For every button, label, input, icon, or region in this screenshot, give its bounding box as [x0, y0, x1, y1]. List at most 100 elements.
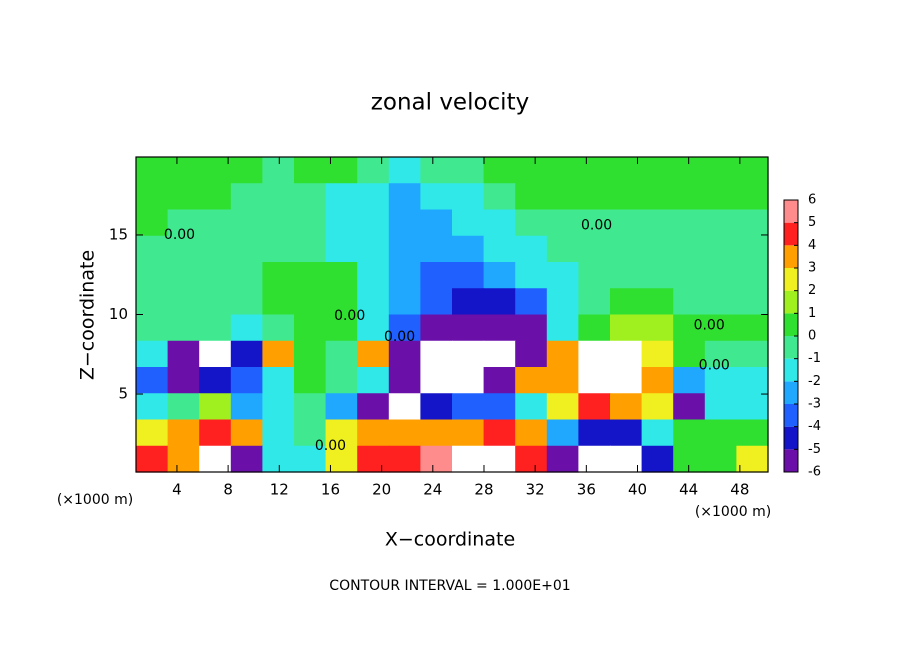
heat-cell: [262, 367, 295, 394]
heat-cell: [325, 235, 358, 263]
heat-cell: [262, 340, 295, 368]
heat-cell: [673, 393, 706, 421]
heat-cell: [673, 209, 706, 237]
y-tick-label: 5: [118, 385, 128, 403]
heat-cell: [167, 419, 200, 447]
heat-cell: [136, 393, 169, 421]
heat-cell: [452, 209, 485, 237]
colorbar-band: [784, 200, 798, 223]
heat-cell: [262, 183, 295, 211]
colorbar-label: 0: [808, 329, 816, 344]
heat-cell: [294, 340, 327, 368]
heat-cell: [388, 262, 421, 289]
heat-cell: [136, 157, 169, 184]
colorbar-band: [784, 426, 798, 450]
heat-cell: [136, 445, 169, 473]
colorbar-band: [784, 358, 798, 382]
heat-cell: [167, 314, 200, 342]
heat-cell: [325, 157, 358, 184]
heat-cell: [546, 314, 579, 342]
heat-cell: [483, 445, 516, 473]
heat-cell: [546, 340, 579, 368]
heat-cell: [167, 340, 200, 368]
heat-cell: [420, 419, 453, 447]
heat-cell: [167, 157, 200, 184]
heat-cell: [736, 183, 769, 211]
heat-cell: [736, 314, 769, 342]
heat-cell: [199, 235, 232, 263]
heat-cell: [452, 340, 485, 368]
heat-cell: [167, 262, 200, 289]
heat-cell: [388, 288, 421, 316]
heat-cell: [452, 157, 485, 184]
heat-cell: [483, 235, 516, 263]
heat-cell: [357, 367, 390, 394]
heat-cell: [357, 393, 390, 421]
heat-cell: [325, 340, 358, 368]
heat-cell: [673, 157, 706, 184]
heat-cell: [136, 340, 169, 368]
heat-cell: [420, 288, 453, 316]
heat-cell: [736, 367, 769, 394]
heat-cell: [673, 367, 706, 394]
heat-cell: [641, 393, 674, 421]
heat-cell: [641, 288, 674, 316]
heat-cell: [230, 157, 263, 184]
heat-cell: [262, 235, 295, 263]
heat-cell: [325, 314, 358, 342]
heat-cell: [262, 445, 295, 473]
y-tick-label: 15: [109, 225, 128, 243]
heat-cell: [736, 419, 769, 447]
heat-cell: [641, 367, 674, 394]
heat-cell: [136, 314, 169, 342]
heat-cell: [641, 262, 674, 289]
colorbar-label: -6: [808, 465, 821, 480]
x-tick-label: 40: [628, 481, 647, 499]
heat-cell: [262, 262, 295, 289]
heat-cell: [294, 288, 327, 316]
heat-cell: [736, 209, 769, 237]
heat-cell: [325, 183, 358, 211]
heat-cell: [357, 235, 390, 263]
heat-cell: [641, 419, 674, 447]
colorbar-band: [784, 245, 798, 268]
heat-cell: [388, 445, 421, 473]
heat-cell: [230, 209, 263, 237]
heat-cell: [357, 157, 390, 184]
heat-cell: [294, 183, 327, 211]
heat-cell: [704, 183, 737, 211]
x-axis-label: X−coordinate: [385, 529, 515, 551]
heat-cell: [610, 235, 643, 263]
heat-cell: [641, 340, 674, 368]
heat-cell: [388, 367, 421, 394]
heat-cell: [736, 288, 769, 316]
colorbar-label: -5: [808, 442, 821, 457]
heat-cell: [736, 340, 769, 368]
heat-cell: [167, 445, 200, 473]
heat-cell: [578, 314, 611, 342]
heat-cell: [230, 419, 263, 447]
heat-cell: [230, 314, 263, 342]
heat-cell: [704, 340, 737, 368]
heat-cell: [199, 288, 232, 316]
heat-cell: [452, 367, 485, 394]
heat-cell: [704, 209, 737, 237]
heat-cell: [230, 288, 263, 316]
heat-cell: [546, 367, 579, 394]
heat-cell: [294, 209, 327, 237]
heat-cell: [610, 314, 643, 342]
colorbar-label: -4: [808, 419, 821, 434]
heat-cell: [136, 235, 169, 263]
heat-cell: [610, 288, 643, 316]
heat-cell: [420, 314, 453, 342]
heat-cell: [515, 340, 548, 368]
heat-cell: [736, 157, 769, 184]
heat-cell: [578, 419, 611, 447]
heat-cell: [578, 340, 611, 368]
heat-cell: [483, 340, 516, 368]
colorbar-band: [784, 268, 798, 291]
contour-label: 0.00: [334, 308, 365, 324]
heat-cell: [136, 183, 169, 211]
heat-cell: [546, 419, 579, 447]
x-tick-label: 32: [526, 481, 545, 499]
